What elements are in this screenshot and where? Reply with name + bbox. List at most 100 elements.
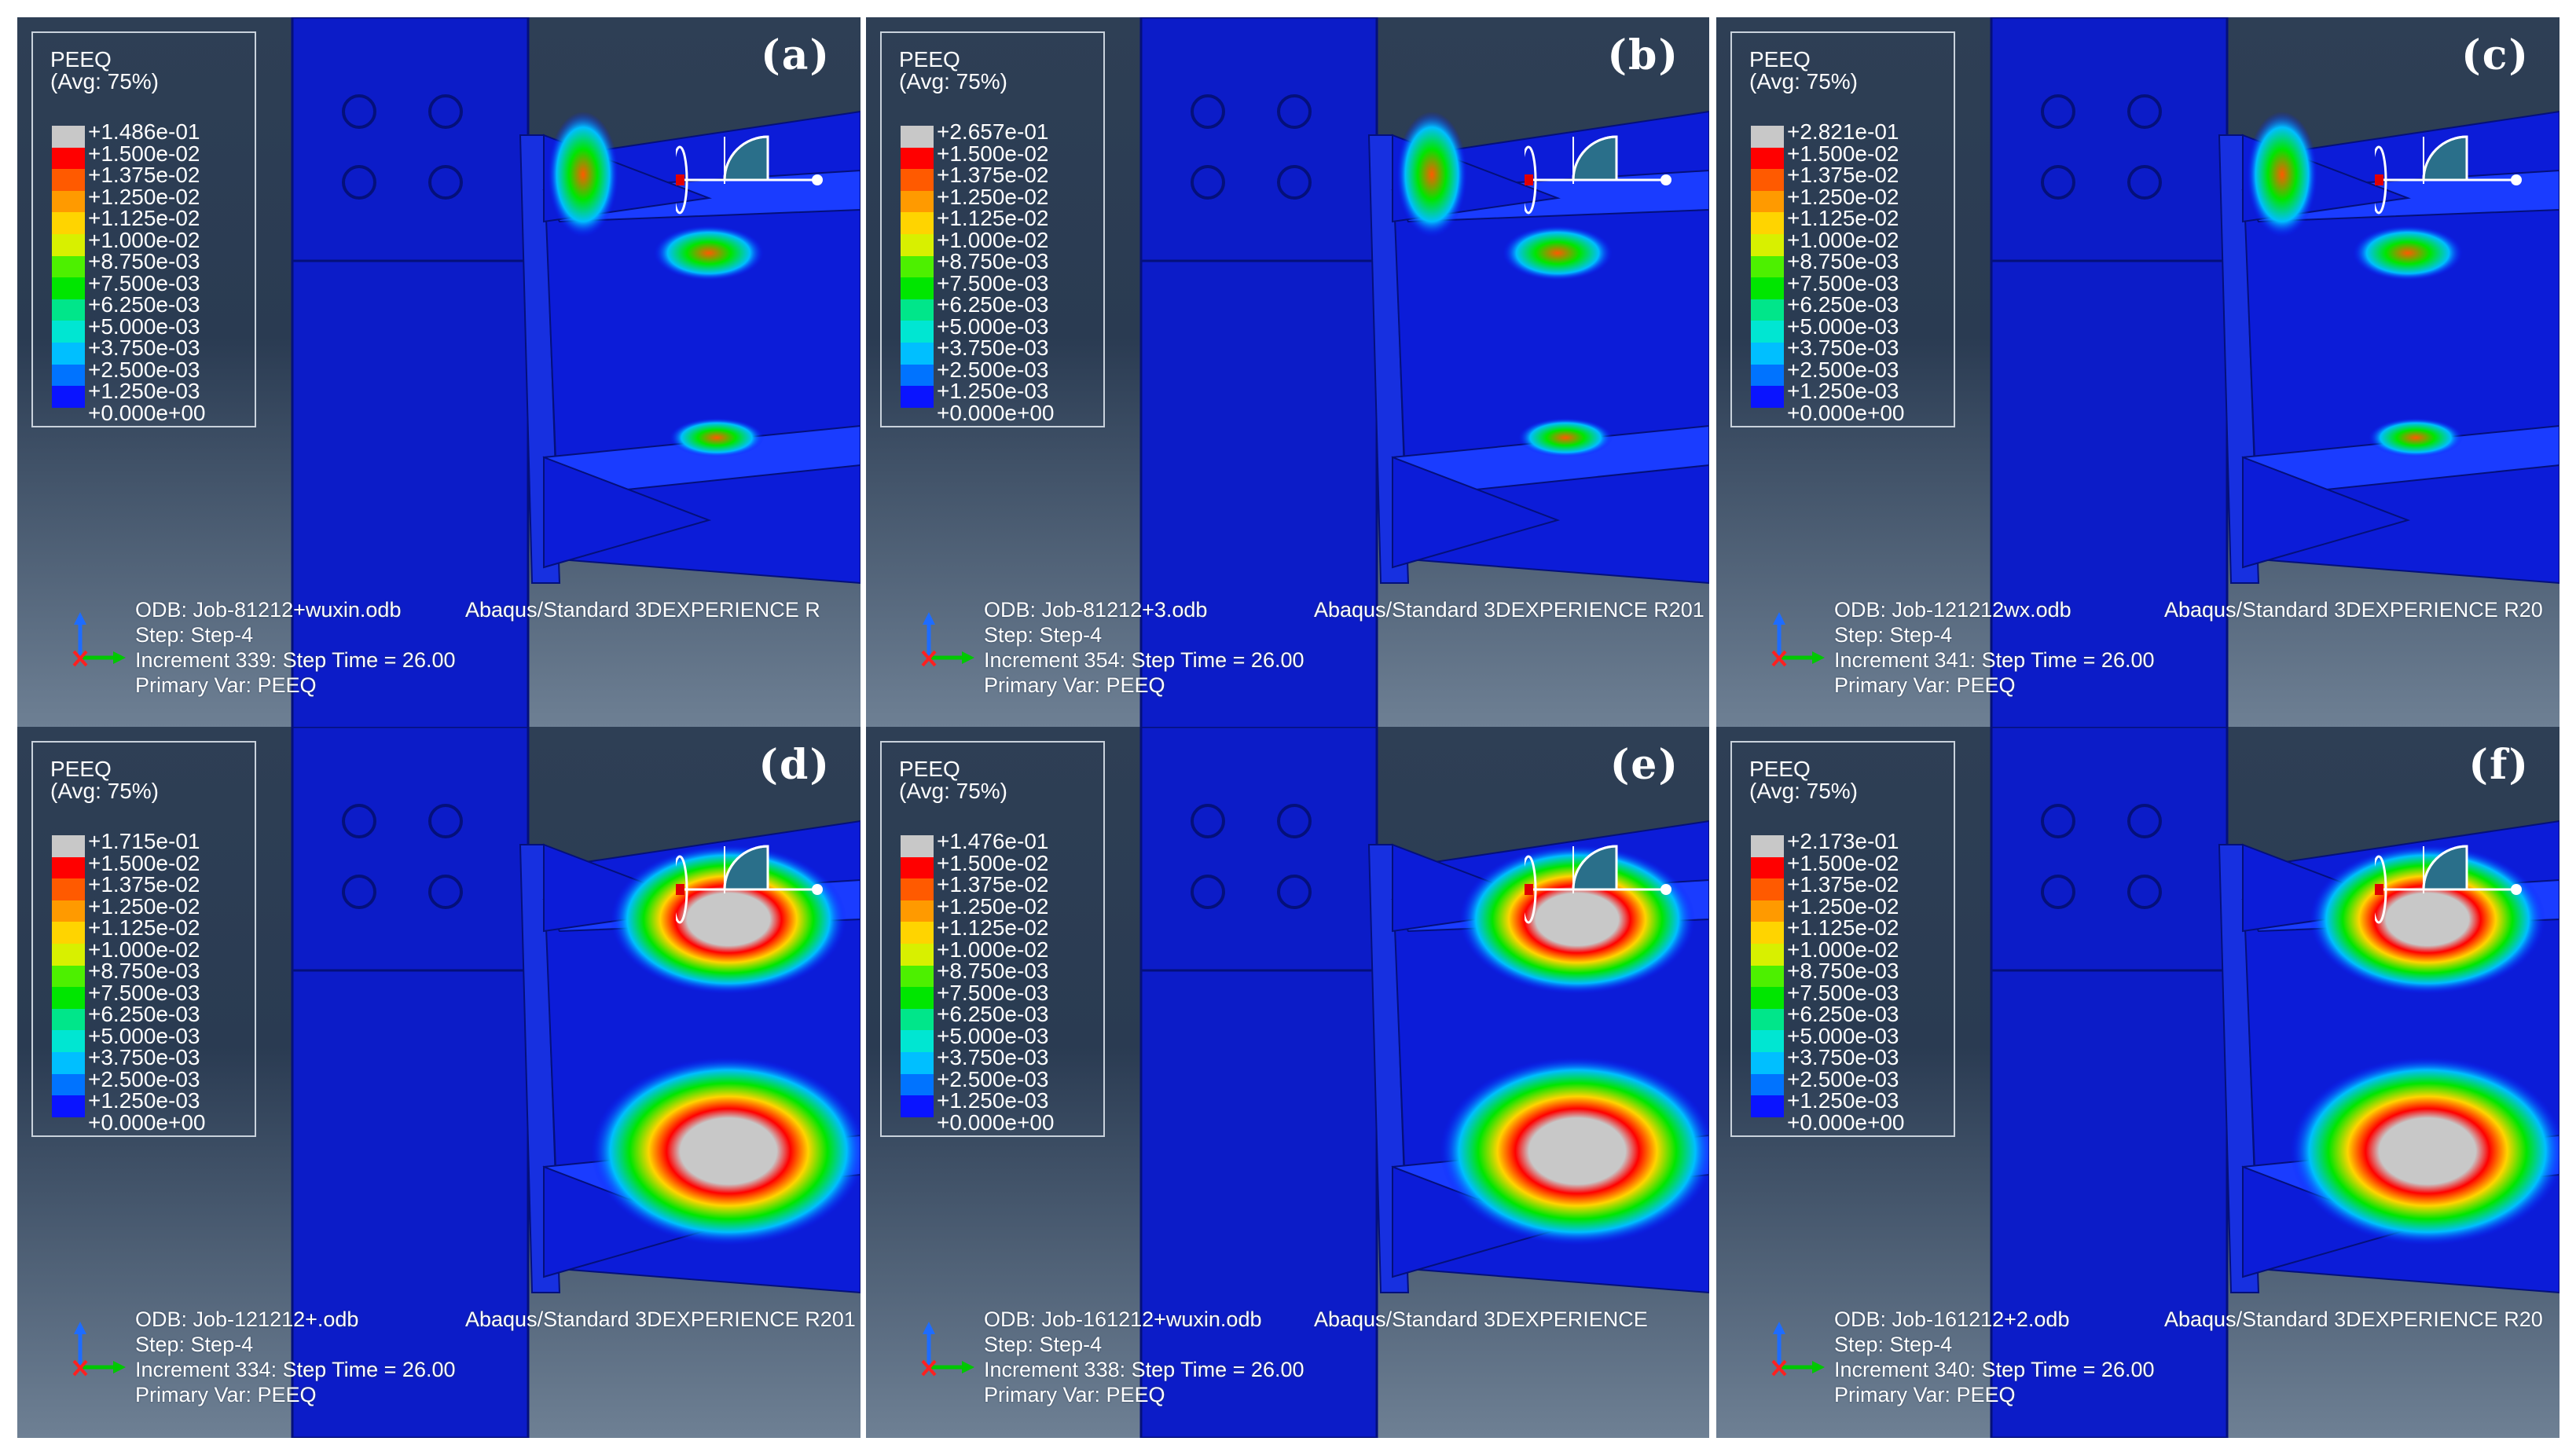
legend-max-value: +1.715e-01: [88, 829, 200, 853]
plastic-zone-bottom: [670, 418, 764, 457]
primary-variable: Primary Var: PEEQ: [135, 1383, 317, 1406]
job-info: ODB: Job-161212+2.odb Abaqus/Standard 3D…: [1834, 1307, 2543, 1407]
legend-swatch: [1751, 1030, 1784, 1052]
coordinate-axis-icon: [1771, 1322, 1825, 1377]
legend-swatch: [52, 1095, 85, 1117]
step-name: Step: Step-4: [984, 623, 1103, 647]
legend-swatch: [52, 299, 85, 321]
panel-label: (a): [761, 31, 831, 79]
job-info: ODB: Job-81212+3.odb Abaqus/Standard 3DE…: [984, 597, 1704, 698]
legend-swatch: [901, 1051, 934, 1074]
legend-swatch: [52, 856, 85, 879]
column-flange: [292, 17, 528, 728]
legend-swatch: [901, 233, 934, 256]
legend-level: +7.500e-03: [937, 270, 1049, 295]
legend-swatch: [901, 943, 934, 966]
legend-swatch: [901, 169, 934, 191]
legend-level: +3.750e-03: [1787, 336, 1899, 360]
legend-swatch: [52, 147, 85, 170]
view-triad-icon: [1525, 845, 1671, 924]
coordinate-axis-icon: [921, 1322, 974, 1377]
legend-level: +1.250e-02: [937, 184, 1049, 209]
legend-average: (Avg: 75%): [1749, 69, 1858, 94]
legend-average: (Avg: 75%): [899, 69, 1007, 94]
legend-swatch: [1751, 255, 1784, 278]
legend-level: +2.500e-03: [937, 357, 1049, 382]
legend-color-bar: [1751, 835, 1784, 1117]
legend-swatch: [901, 255, 934, 278]
plastic-zone-bottom: [1518, 418, 1613, 457]
legend-swatch: [1751, 212, 1784, 234]
increment-info: Increment 340: Step Time = 26.00: [1834, 1358, 2155, 1381]
legend-level: +7.500e-03: [1787, 980, 1899, 1005]
legend-swatch: [52, 233, 85, 256]
legend-level: +8.750e-03: [1787, 249, 1899, 273]
column-flange: [1991, 727, 2227, 1438]
legend-average: (Avg: 75%): [1749, 779, 1858, 803]
legend-swatch: [901, 321, 934, 343]
step-name: Step: Step-4: [135, 1333, 254, 1356]
legend-level: +1.125e-02: [88, 206, 200, 230]
legend-level: +1.250e-02: [88, 893, 200, 919]
primary-variable: Primary Var: PEEQ: [984, 673, 1165, 697]
legend-level: +1.375e-02: [88, 163, 200, 187]
plastic-zone-plate: [1396, 112, 1467, 237]
legend-swatch: [52, 835, 85, 857]
view-triad-icon: [676, 845, 823, 924]
legend-swatch: [52, 386, 85, 408]
legend-level: +2.500e-03: [88, 357, 200, 382]
legend-values: +2.173e-01 +1.500e-02 +1.375e-02 +1.250e-02…: [1787, 831, 1905, 1133]
solver-name: Abaqus/Standard 3DEXPERIENCE: [1314, 1307, 1648, 1331]
legend-swatch: [52, 878, 85, 900]
solver-name: Abaqus/Standard 3DEXPERIENCE R20: [2164, 1307, 2543, 1331]
view-triad-icon: [676, 135, 823, 215]
legend-swatch: [901, 342, 934, 365]
view-triad-icon: [2375, 135, 2522, 215]
legend-box: PEEQ (Avg: 75%) +2.173e-01 +1.500e-02 +1.3…: [1730, 741, 1955, 1137]
primary-variable: Primary Var: PEEQ: [135, 673, 317, 697]
legend-swatch: [901, 900, 934, 922]
plastic-zone-top: [611, 845, 846, 994]
legend-level: +1.000e-02: [88, 227, 200, 252]
legend-max-value: +1.486e-01: [88, 119, 200, 144]
plastic-zone-bottom: [2369, 418, 2463, 457]
result-panel: PEEQ (Avg: 75%) +2.821e-01 +1.500e-02 +1.3…: [1716, 17, 2559, 728]
legend-swatch: [1751, 943, 1784, 966]
plastic-zone-top: [2310, 845, 2545, 994]
solver-name: Abaqus/Standard 3DEXPERIENCE R20: [2164, 598, 2543, 622]
legend-swatch: [52, 255, 85, 278]
legend-level: +1.250e-03: [1787, 379, 1899, 403]
legend-level: +1.000e-02: [1787, 227, 1899, 252]
job-info: ODB: Job-121212wx.odb Abaqus/Standard 3D…: [1834, 597, 2543, 698]
legend-values: +1.486e-01 +1.500e-02 +1.375e-02 +1.250e-02…: [88, 121, 206, 424]
legend-swatch: [901, 878, 934, 900]
legend-swatch: [1751, 126, 1784, 148]
plastic-zone-bottom: [1440, 1057, 1709, 1245]
legend-level: +1.125e-02: [937, 915, 1049, 940]
legend-swatch: [901, 856, 934, 879]
legend-color-bar: [901, 835, 934, 1117]
solver-name: Abaqus/Standard 3DEXPERIENCE R201: [1314, 598, 1704, 622]
legend-swatch: [52, 364, 85, 387]
legend-level: +1.250e-02: [88, 184, 200, 209]
legend-average: (Avg: 75%): [50, 779, 159, 803]
plastic-zone-top: [654, 226, 764, 281]
result-panel: PEEQ (Avg: 75%) +1.486e-01 +1.500e-02 +1.3…: [17, 17, 861, 728]
odb-name: ODB: Job-81212+3.odb: [984, 598, 1208, 622]
legend-level: +6.250e-03: [1787, 1002, 1899, 1026]
legend-swatch: [52, 1008, 85, 1031]
coordinate-axis-icon: [921, 612, 974, 667]
odb-name: ODB: Job-121212wx.odb: [1834, 598, 2071, 622]
view-triad-icon: [2375, 845, 2522, 924]
primary-variable: Primary Var: PEEQ: [1834, 1383, 2016, 1406]
legend-box: PEEQ (Avg: 75%) +1.476e-01 +1.500e-02 +1.3…: [880, 741, 1105, 1137]
legend-title: PEEQ: [1749, 757, 1811, 781]
column-flange: [1991, 17, 2227, 728]
legend-swatch: [52, 169, 85, 191]
increment-info: Increment 341: Step Time = 26.00: [1834, 648, 2155, 672]
legend-level: +1.250e-03: [88, 379, 200, 403]
legend-swatch: [52, 965, 85, 988]
legend-color-bar: [52, 835, 85, 1117]
legend-swatch: [901, 364, 934, 387]
legend-level: +1.125e-02: [1787, 915, 1899, 940]
